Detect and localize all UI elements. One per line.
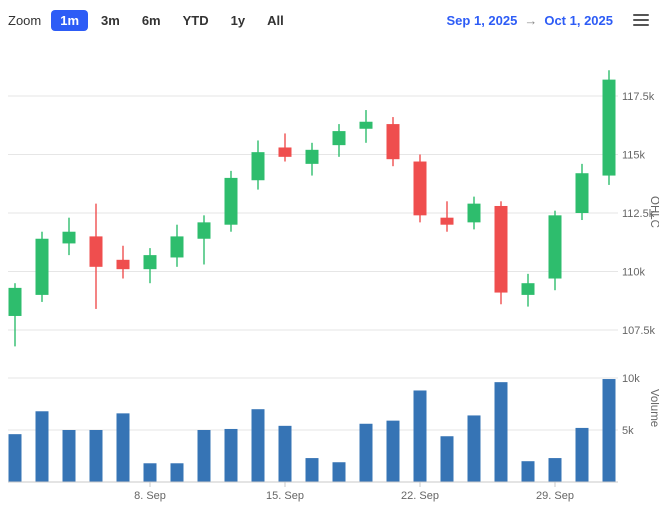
x-axis-label: 29. Sep bbox=[536, 490, 574, 502]
hamburger-bar bbox=[633, 14, 649, 16]
chart-context-menu-button[interactable] bbox=[633, 14, 649, 26]
volume-bar[interactable] bbox=[224, 428, 238, 482]
x-axis-label: 15. Sep bbox=[266, 490, 304, 502]
candlestick[interactable] bbox=[35, 238, 49, 295]
candlestick[interactable] bbox=[170, 236, 184, 258]
zoom-button-all[interactable]: All bbox=[258, 10, 293, 31]
price-axis-label: 115k bbox=[622, 150, 646, 162]
volume-bar[interactable] bbox=[494, 382, 508, 482]
candlestick[interactable] bbox=[494, 205, 508, 293]
volume-bar[interactable] bbox=[62, 430, 76, 482]
candlestick[interactable] bbox=[332, 131, 346, 146]
candlestick[interactable] bbox=[521, 283, 535, 295]
volume-axis-title: Volume bbox=[648, 389, 659, 427]
date-from-input[interactable]: Sep 1, 2025 bbox=[446, 12, 518, 28]
zoom-button-1m[interactable]: 1m bbox=[51, 9, 89, 31]
volume-bar[interactable] bbox=[278, 425, 292, 482]
volume-bar[interactable] bbox=[359, 423, 373, 482]
volume-bar[interactable] bbox=[251, 409, 265, 482]
price-axis-label: 112.5k bbox=[622, 208, 655, 220]
candlestick[interactable] bbox=[89, 236, 103, 267]
candlestick[interactable] bbox=[548, 215, 562, 279]
x-axis-label: 8. Sep bbox=[134, 490, 166, 502]
volume-bar[interactable] bbox=[440, 436, 454, 482]
price-axis-label: 110k bbox=[622, 267, 646, 279]
volume-bar[interactable] bbox=[170, 463, 184, 482]
candlestick[interactable] bbox=[575, 173, 589, 213]
candlestick[interactable] bbox=[224, 177, 238, 225]
volume-bar[interactable] bbox=[305, 458, 319, 482]
candlestick[interactable] bbox=[467, 203, 481, 223]
hamburger-bar bbox=[633, 19, 649, 21]
volume-bar[interactable] bbox=[35, 411, 49, 482]
price-axis-title: OHLC bbox=[648, 196, 659, 228]
candlestick[interactable] bbox=[62, 231, 76, 244]
zoom-button-6m[interactable]: 6m bbox=[133, 10, 170, 31]
candlestick[interactable] bbox=[116, 259, 130, 270]
volume-bar[interactable] bbox=[602, 379, 616, 482]
zoom-button-3m[interactable]: 3m bbox=[92, 10, 129, 31]
volume-bar[interactable] bbox=[575, 427, 589, 482]
candlestick[interactable] bbox=[440, 217, 454, 225]
volume-bar[interactable] bbox=[467, 415, 481, 482]
volume-bar[interactable] bbox=[8, 434, 22, 482]
arrow-right-icon: → bbox=[524, 12, 538, 28]
candlestick[interactable] bbox=[305, 149, 319, 164]
volume-axis-label: 10k bbox=[622, 373, 640, 385]
candlestick[interactable] bbox=[8, 287, 22, 316]
zoom-label: Zoom bbox=[8, 12, 42, 28]
volume-bar[interactable] bbox=[413, 390, 427, 482]
zoom-button-ytd[interactable]: YTD bbox=[174, 10, 218, 31]
candlestick[interactable] bbox=[278, 147, 292, 157]
volume-bar[interactable] bbox=[548, 458, 562, 482]
candlestick[interactable] bbox=[197, 222, 211, 239]
volume-bar[interactable] bbox=[143, 463, 157, 482]
zoom-button-1y[interactable]: 1y bbox=[222, 10, 254, 31]
volume-bar[interactable] bbox=[386, 420, 400, 482]
range-selector-toolbar: Zoom 1m 3m 6m YTD 1y All Sep 1, 2025 → O… bbox=[8, 6, 649, 34]
candlestick[interactable] bbox=[386, 124, 400, 160]
volume-bar[interactable] bbox=[197, 430, 211, 482]
price-axis-label: 117.5k bbox=[622, 91, 655, 103]
x-axis-label: 22. Sep bbox=[401, 490, 439, 502]
volume-bar[interactable] bbox=[89, 430, 103, 482]
volume-bar[interactable] bbox=[116, 413, 130, 482]
volume-axis-label: 5k bbox=[622, 425, 634, 437]
candlestick[interactable] bbox=[143, 255, 157, 270]
price-axis-label: 107.5k bbox=[622, 325, 656, 337]
volume-bar[interactable] bbox=[521, 461, 535, 482]
candlestick[interactable] bbox=[602, 79, 616, 176]
date-to-input[interactable]: Oct 1, 2025 bbox=[544, 12, 613, 28]
volume-bar[interactable] bbox=[332, 462, 346, 482]
candlestick[interactable] bbox=[359, 121, 373, 129]
candlestick[interactable] bbox=[251, 152, 265, 181]
hamburger-bar bbox=[633, 24, 649, 26]
candlestick[interactable] bbox=[413, 161, 427, 216]
